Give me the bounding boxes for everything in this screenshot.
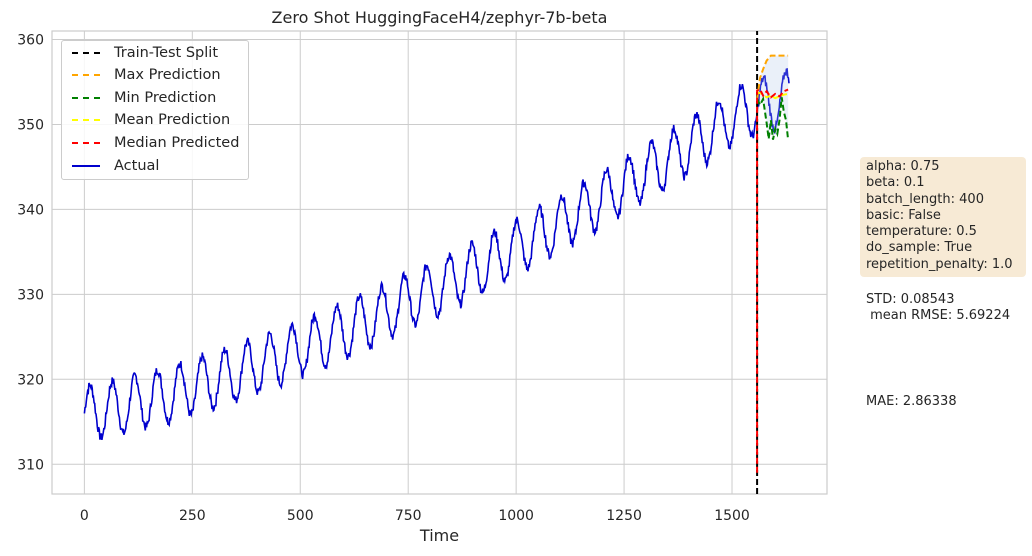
legend-item-median-predicted: Median Predicted (72, 132, 239, 154)
legend-label: Mean Prediction (114, 112, 231, 128)
legend-label: Train-Test Split (114, 45, 219, 61)
x-tick-label: 500 (287, 508, 314, 524)
x-tick-label: 1000 (498, 508, 534, 524)
chart-title: Zero Shot HuggingFaceH4/zephyr-7b-beta (271, 8, 608, 27)
median-predicted-line (756, 88, 789, 473)
legend-label: Min Prediction (114, 90, 217, 106)
std-rmse-text: STD: 0.08543 mean RMSE: 5.69224 (866, 292, 1011, 323)
legend-item-min-prediction: Min Prediction (72, 87, 216, 109)
y-tick-label: 320 (17, 372, 44, 388)
legend-item-train-test-split: Train-Test Split (72, 42, 218, 64)
y-tick-label: 340 (17, 202, 44, 218)
x-tick-label: 750 (395, 508, 422, 524)
mae-text: MAE: 2.86338 (866, 394, 957, 409)
y-tick-label: 330 (17, 287, 44, 303)
x-tick-label: 1500 (714, 508, 750, 524)
legend-label: Max Prediction (114, 67, 221, 83)
legend-item-max-prediction: Max Prediction (72, 64, 221, 86)
legend-item-actual: Actual (72, 155, 159, 177)
x-axis-label: Time (419, 526, 460, 545)
legend-label: Median Predicted (114, 135, 240, 151)
legend-swatch (72, 119, 100, 121)
x-tick-label: 0 (80, 508, 89, 524)
min-prediction-line (756, 95, 790, 140)
legend-swatch (72, 52, 100, 54)
actual-series-line (83, 67, 790, 441)
legend-label: Actual (114, 158, 160, 174)
legend-swatch (72, 142, 100, 144)
legend-item-mean-prediction: Mean Prediction (72, 109, 230, 131)
x-tick-label: 250 (179, 508, 206, 524)
max-prediction-line (756, 54, 789, 100)
legend: Train-Test Split Max Prediction Min Pred… (61, 40, 249, 180)
x-tick-label: 1250 (606, 508, 642, 524)
legend-swatch (72, 165, 100, 167)
y-tick-label: 360 (17, 32, 44, 48)
y-tick-label: 310 (17, 457, 44, 473)
legend-swatch (72, 74, 100, 76)
legend-swatch (72, 97, 100, 99)
parameters-box: alpha: 0.75 beta: 0.1 batch_length: 400 … (860, 157, 1026, 278)
y-tick-label: 350 (17, 117, 44, 133)
